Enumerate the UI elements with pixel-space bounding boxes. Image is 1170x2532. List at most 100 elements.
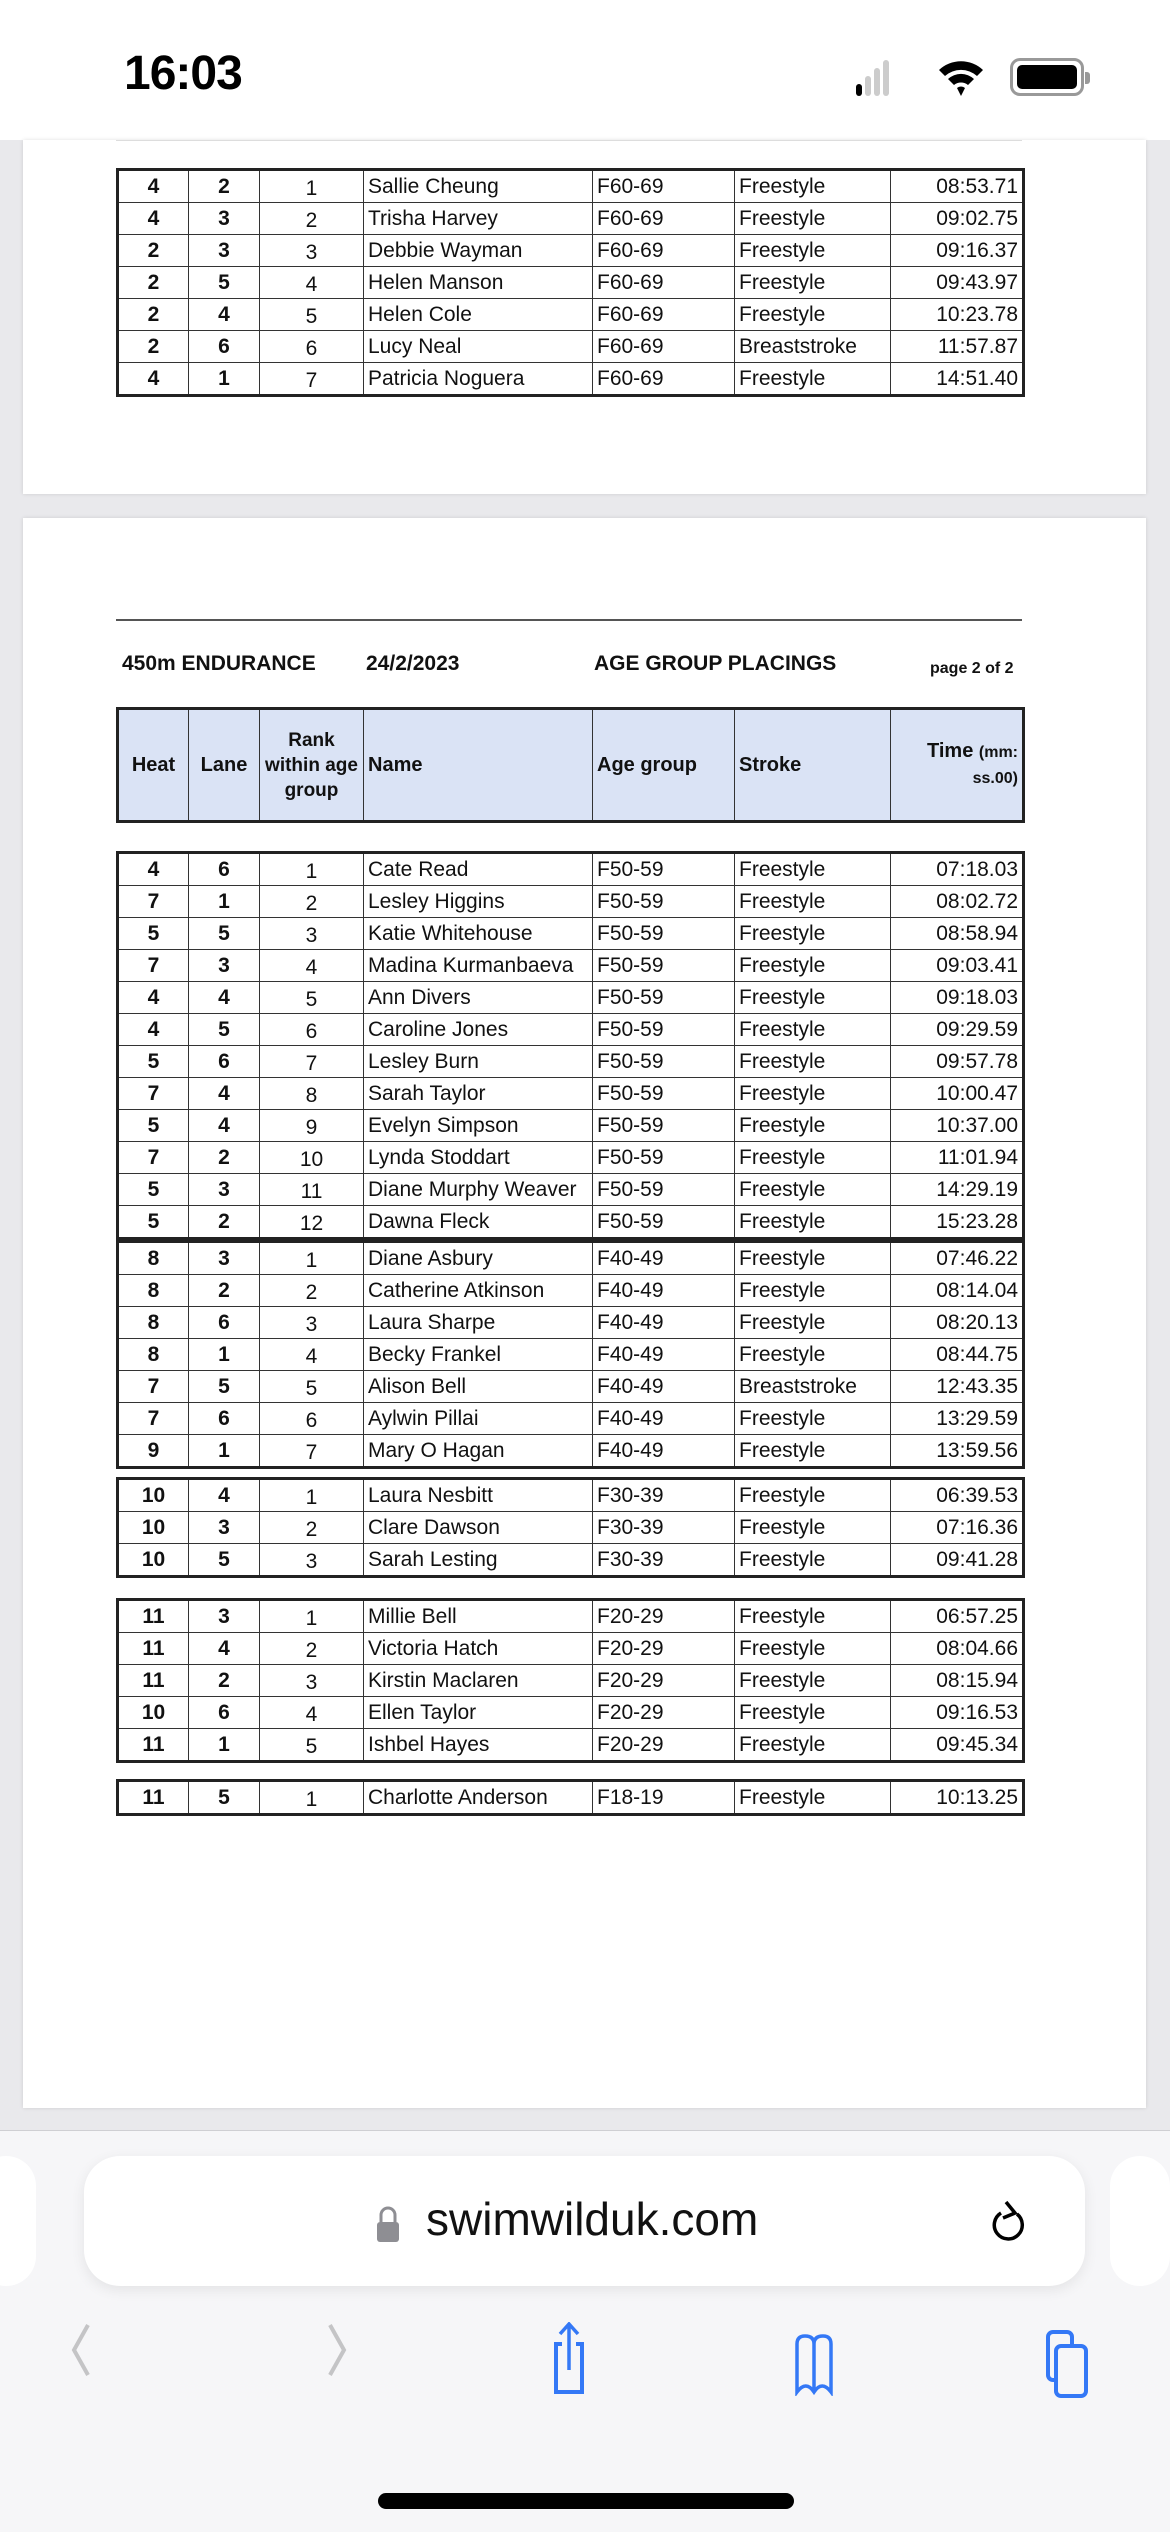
table-row: 9 1 7 Mary O Hagan F40-49 Freestyle 13:59.56 bbox=[117, 1434, 1024, 1468]
rank-cell: 5 bbox=[259, 981, 364, 1014]
time-cell: 09:02.75 bbox=[890, 202, 1024, 235]
age-group-cell: F50-59 bbox=[592, 1205, 735, 1239]
prev-tab-card[interactable] bbox=[0, 2156, 36, 2286]
time-cell: 14:29.19 bbox=[890, 1173, 1024, 1206]
heat-cell: 5 bbox=[117, 1109, 189, 1142]
time-cell: 08:14.04 bbox=[890, 1274, 1024, 1307]
age-group-cell: F30-39 bbox=[592, 1543, 735, 1577]
stroke-cell: Freestyle bbox=[734, 1013, 891, 1046]
lane-cell: 5 bbox=[188, 1370, 260, 1403]
heat-cell: 4 bbox=[117, 362, 189, 396]
rank-cell: 9 bbox=[259, 1109, 364, 1142]
heat-cell: 5 bbox=[117, 917, 189, 950]
rank-cell: 2 bbox=[259, 1274, 364, 1307]
time-cell: 09:41.28 bbox=[890, 1543, 1024, 1577]
age-group-cell: F50-59 bbox=[592, 917, 735, 950]
forward-icon[interactable] bbox=[322, 2320, 352, 2380]
name-cell: Lesley Burn bbox=[363, 1045, 593, 1078]
age-group-cell: F30-39 bbox=[592, 1478, 735, 1512]
age-group-cell: F50-59 bbox=[592, 1173, 735, 1206]
heat-cell: 5 bbox=[117, 1205, 189, 1239]
rank-cell: 1 bbox=[259, 1478, 364, 1512]
rank-cell: 2 bbox=[259, 885, 364, 918]
rank-cell: 1 bbox=[259, 1780, 364, 1815]
heat-cell: 8 bbox=[117, 1306, 189, 1339]
table-row: 4 1 7 Patricia Noguera F60-69 Freestyle 14:51.… bbox=[117, 362, 1024, 396]
rank-cell: 3 bbox=[259, 1306, 364, 1339]
lane-cell: 2 bbox=[188, 169, 260, 203]
stroke-cell: Freestyle bbox=[734, 1109, 891, 1142]
stroke-cell: Freestyle bbox=[734, 1241, 891, 1275]
name-cell: Madina Kurmanbaeva bbox=[363, 949, 593, 982]
event-title: 450m ENDURANCE bbox=[122, 652, 316, 675]
table-row: 2 4 5 Helen Cole F60-69 Freestyle 10:23.78 bbox=[117, 298, 1024, 331]
tabs-icon[interactable] bbox=[1046, 2330, 1088, 2398]
rank-cell: 3 bbox=[259, 917, 364, 950]
bookmarks-icon[interactable] bbox=[794, 2334, 834, 2396]
table-row: 11 5 1 Charlotte Anderson F18-19 Freestyle 10:… bbox=[117, 1780, 1024, 1815]
stroke-cell: Freestyle bbox=[734, 1274, 891, 1307]
table-row: 2 6 6 Lucy Neal F60-69 Breaststroke 11:57.87 bbox=[117, 330, 1024, 363]
time-cell: 08:15.94 bbox=[890, 1664, 1024, 1697]
lane-cell: 3 bbox=[188, 1599, 260, 1633]
time-cell: 13:59.56 bbox=[890, 1434, 1024, 1468]
name-cell: Ishbel Hayes bbox=[363, 1728, 593, 1762]
share-icon[interactable] bbox=[552, 2322, 586, 2396]
stroke-cell: Freestyle bbox=[734, 1696, 891, 1729]
reload-icon[interactable] bbox=[991, 2196, 1031, 2252]
name-cell: Millie Bell bbox=[363, 1599, 593, 1633]
age-group-cell: F50-59 bbox=[592, 981, 735, 1014]
time-cell: 12:43.35 bbox=[890, 1370, 1024, 1403]
lane-cell: 6 bbox=[188, 1696, 260, 1729]
header-rule bbox=[116, 619, 1022, 621]
time-cell: 09:45.34 bbox=[890, 1728, 1024, 1762]
table-row: 7 2 10 Lynda Stoddart F50-59 Freestyle 11:01.9… bbox=[117, 1141, 1024, 1174]
time-cell: 08:02.72 bbox=[890, 885, 1024, 918]
heat-cell: 11 bbox=[117, 1599, 189, 1633]
stroke-cell: Freestyle bbox=[734, 1045, 891, 1078]
rank-cell: 4 bbox=[259, 1338, 364, 1371]
lane-cell: 5 bbox=[188, 1543, 260, 1577]
table-row: 10 6 4 Ellen Taylor F20-29 Freestyle 09:16.53 bbox=[117, 1696, 1024, 1729]
back-icon[interactable] bbox=[66, 2320, 96, 2380]
heat-cell: 7 bbox=[117, 885, 189, 918]
table-row: 5 3 11 Diane Murphy Weaver F50-59 Freestyle 14… bbox=[117, 1173, 1024, 1206]
col-stroke: Stroke bbox=[734, 708, 891, 822]
stroke-cell: Freestyle bbox=[734, 202, 891, 235]
lane-cell: 5 bbox=[188, 1013, 260, 1046]
name-cell: Sarah Taylor bbox=[363, 1077, 593, 1110]
signal-icon bbox=[856, 58, 889, 96]
rank-cell: 12 bbox=[259, 1205, 364, 1239]
heat-cell: 4 bbox=[117, 1013, 189, 1046]
table-row: 8 2 2 Catherine Atkinson F40-49 Freestyle 08:1… bbox=[117, 1274, 1024, 1307]
rank-cell: 1 bbox=[259, 1599, 364, 1633]
stroke-cell: Freestyle bbox=[734, 1478, 891, 1512]
table-row: 10 3 2 Clare Dawson F30-39 Freestyle 07:16.36 bbox=[117, 1511, 1024, 1544]
table-row: 4 4 5 Ann Divers F50-59 Freestyle 09:18.03 bbox=[117, 981, 1024, 1014]
heat-cell: 7 bbox=[117, 1402, 189, 1435]
name-cell: Charlotte Anderson bbox=[363, 1780, 593, 1815]
age-group-cell: F60-69 bbox=[592, 202, 735, 235]
age-group-cell: F40-49 bbox=[592, 1241, 735, 1275]
rank-cell: 2 bbox=[259, 1511, 364, 1544]
heat-cell: 11 bbox=[117, 1632, 189, 1665]
next-tab-card[interactable] bbox=[1110, 2156, 1170, 2286]
name-cell: Trisha Harvey bbox=[363, 202, 593, 235]
stroke-cell: Freestyle bbox=[734, 981, 891, 1014]
time-cell: 08:20.13 bbox=[890, 1306, 1024, 1339]
stroke-cell: Freestyle bbox=[734, 1205, 891, 1239]
age-group-cell: F50-59 bbox=[592, 1013, 735, 1046]
lane-cell: 2 bbox=[188, 1664, 260, 1697]
heat-cell: 5 bbox=[117, 1045, 189, 1078]
heat-cell: 7 bbox=[117, 949, 189, 982]
age-group-cell: F40-49 bbox=[592, 1370, 735, 1403]
name-cell: Ann Divers bbox=[363, 981, 593, 1014]
stroke-cell: Breaststroke bbox=[734, 1370, 891, 1403]
address-bar[interactable]: swimwilduk.com bbox=[84, 2156, 1085, 2286]
time-cell: 09:43.97 bbox=[890, 266, 1024, 299]
stroke-cell: Freestyle bbox=[734, 1141, 891, 1174]
heat-cell: 8 bbox=[117, 1241, 189, 1275]
time-cell: 11:01.94 bbox=[890, 1141, 1024, 1174]
rank-cell: 5 bbox=[259, 1728, 364, 1762]
time-cell: 08:04.66 bbox=[890, 1632, 1024, 1665]
